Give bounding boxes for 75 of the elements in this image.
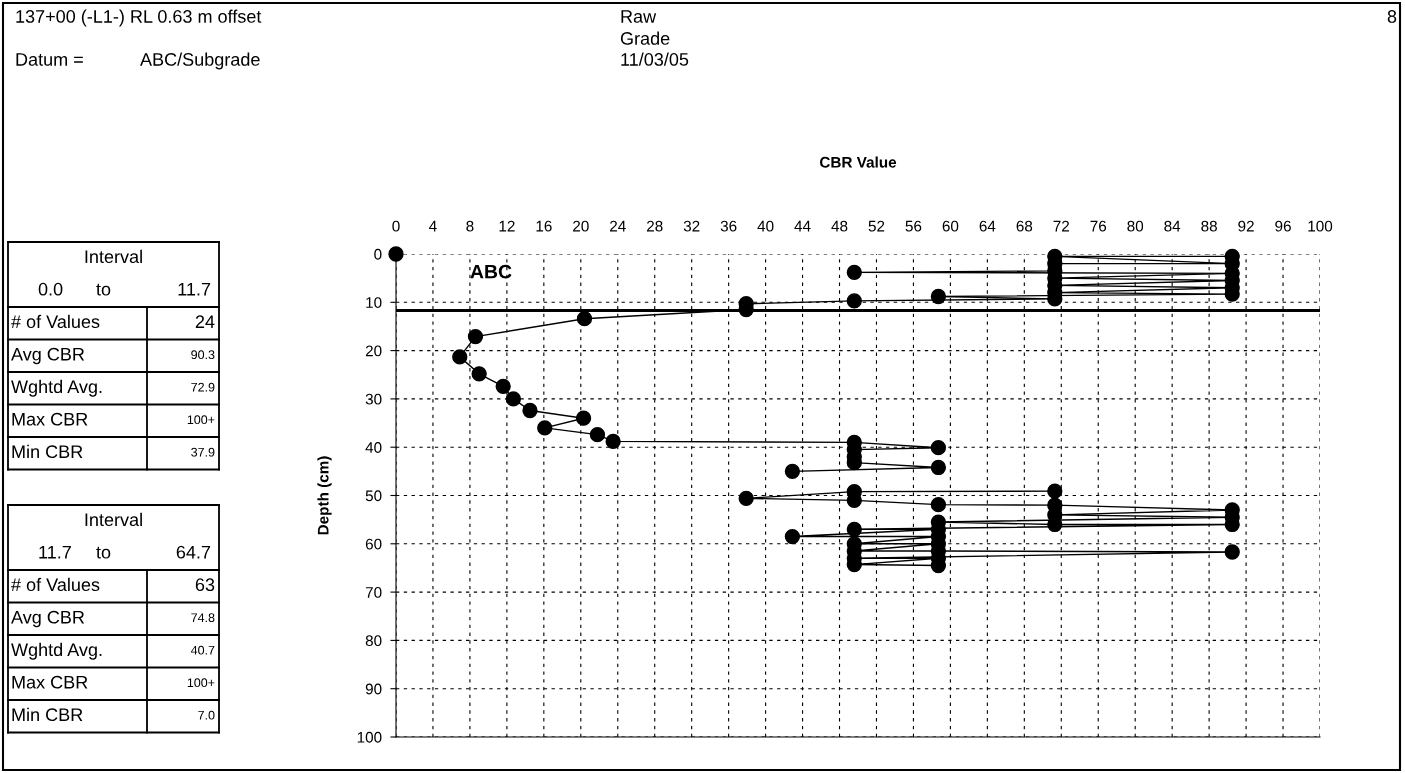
y-axis-title: Depth (cm) (317, 456, 332, 535)
text: Grade (620, 31, 670, 45)
text: to (96, 546, 111, 559)
text: Wghtd Avg. (11, 379, 102, 397)
x-tick-label: 4 (429, 220, 437, 232)
y-tick-label: 0 (374, 248, 382, 260)
text: 64.7 (176, 545, 211, 559)
text: 72.9 (191, 382, 215, 392)
text: 137+00 (-L1-) RL 0.63 m offset (16, 9, 262, 27)
x-tick-label: 44 (794, 220, 811, 232)
text: Raw (621, 10, 657, 23)
x-tick-label: 84 (1164, 220, 1181, 232)
text: Interval (85, 249, 142, 264)
x-tick-label: 80 (1127, 220, 1144, 232)
x-tick-label: 48 (831, 220, 848, 232)
text: Avg CBR (11, 347, 85, 365)
x-tick-label: 8 (466, 220, 474, 232)
text: # of Values (11, 314, 100, 329)
text: 90.3 (191, 350, 215, 360)
text: 40.7 (190, 645, 215, 655)
text: 37.9 (191, 447, 215, 457)
y-tick-label: 20 (365, 345, 382, 357)
x-tick-label: 68 (1016, 220, 1033, 232)
x-tick-label: 56 (905, 220, 922, 232)
x-tick-label: 32 (683, 220, 700, 232)
y-tick-label: 60 (365, 538, 382, 550)
x-tick-label: 76 (1090, 220, 1107, 232)
text: 11/03/05 (621, 52, 689, 66)
annotation: ABC (470, 264, 512, 279)
x-tick-label: 100 (1308, 220, 1333, 232)
text: Wghtd Avg. (11, 642, 102, 660)
text: to (96, 283, 111, 296)
text: 74.8 (191, 613, 215, 623)
text: Avg CBR (11, 610, 85, 628)
text: 24 (195, 315, 215, 328)
y-tick-label: 30 (365, 393, 382, 405)
text: # of Values (11, 577, 100, 592)
x-tick-label: 52 (868, 220, 885, 232)
x-tick-label: 96 (1275, 220, 1291, 232)
x-tick-label: 20 (573, 220, 589, 232)
y-tick-label: 10 (366, 297, 382, 308)
x-tick-label: 60 (942, 220, 959, 232)
text: 100+ (187, 678, 215, 688)
text: Min CBR (12, 444, 83, 459)
text: 0.0 (38, 282, 63, 296)
x-tick-label: 36 (720, 220, 737, 232)
text: Datum = (16, 53, 83, 66)
x-tick-label: 92 (1238, 220, 1254, 232)
y-tick-label: 80 (365, 635, 382, 647)
text: 7.0 (198, 710, 215, 720)
x-tick-label: 40 (757, 220, 774, 232)
text: 63 (195, 578, 215, 592)
x-tick-label: 12 (499, 220, 515, 232)
x-tick-label: 72 (1053, 220, 1070, 232)
y-tick-label: 90 (365, 683, 382, 695)
x-axis-title: CBR Value (820, 156, 897, 168)
y-tick-label: 40 (365, 442, 382, 453)
text: Min CBR (12, 707, 83, 722)
y-tick-label: 100 (357, 731, 382, 743)
text: Max CBR (12, 675, 88, 689)
y-tick-label: 50 (365, 490, 382, 502)
text: 100+ (187, 415, 215, 425)
text: 11.7 (39, 546, 71, 559)
text: Interval (85, 512, 142, 527)
x-tick-label: 0 (392, 220, 400, 232)
x-tick-label: 28 (646, 220, 663, 232)
text: ABC/Subgrade (140, 52, 260, 70)
x-tick-label: 24 (610, 220, 626, 232)
y-tick-label: 70 (365, 586, 382, 598)
text: Max CBR (12, 412, 88, 426)
text: 8 (1387, 10, 1397, 23)
x-tick-label: 88 (1201, 220, 1217, 232)
x-tick-label: 64 (979, 220, 996, 232)
x-tick-label: 16 (536, 220, 552, 232)
text: 11.7 (178, 283, 211, 296)
